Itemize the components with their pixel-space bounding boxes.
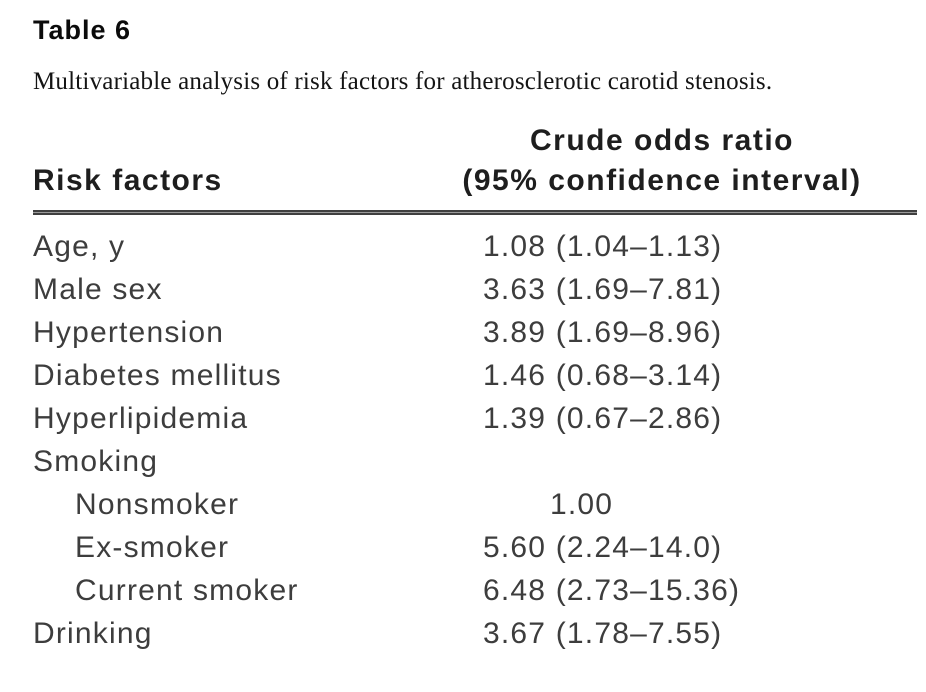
row-label: Age, y <box>33 229 126 263</box>
row-label: Hypertension <box>33 315 225 349</box>
row-label: Drinking <box>33 616 153 650</box>
column-header-odds-ratio: Crude odds ratio (95% confidence interva… <box>407 121 917 201</box>
risk-factors-table: Risk factors Crude odds ratio (95% confi… <box>33 121 917 655</box>
row-value: 1.46 (0.68–3.14) <box>483 358 723 392</box>
table-row-diabetes: Diabetes mellitus 1.46 (0.68–3.14) <box>33 354 917 397</box>
table-row-age: Age, y 1.08 (1.04–1.13) <box>33 225 917 268</box>
table-row-drinking: Drinking 3.67 (1.78–7.55) <box>33 612 917 655</box>
row-value: 6.48 (2.73–15.36) <box>483 573 741 607</box>
row-label: Nonsmoker <box>75 487 240 521</box>
table-row-ex-smoker: Ex-smoker 5.60 (2.24–14.0) <box>33 526 917 569</box>
table-row-hyperlipidemia: Hyperlipidemia 1.39 (0.67–2.86) <box>33 397 917 440</box>
column-header-odds-ratio-line1: Crude odds ratio <box>529 124 794 157</box>
table-header-row: Risk factors Crude odds ratio (95% confi… <box>33 121 917 201</box>
row-label: Current smoker <box>75 573 299 607</box>
table-row-smoking-group: Smoking <box>33 440 917 483</box>
column-header-risk-factors: Risk factors <box>33 164 223 197</box>
row-label: Male sex <box>33 272 163 306</box>
row-label: Ex-smoker <box>75 530 230 564</box>
row-value: 3.89 (1.69–8.96) <box>483 315 723 349</box>
table-body: Age, y 1.08 (1.04–1.13) Male sex 3.63 (1… <box>33 215 917 655</box>
row-value: 1.39 (0.67–2.86) <box>483 401 723 435</box>
row-value: 1.00 <box>550 487 614 521</box>
table-row-nonsmoker: Nonsmoker 1.00 <box>33 483 917 526</box>
row-label: Smoking <box>33 444 159 478</box>
table-row-male-sex: Male sex 3.63 (1.69–7.81) <box>33 268 917 311</box>
header-rule <box>33 210 917 215</box>
row-value: 3.63 (1.69–7.81) <box>483 272 723 306</box>
row-label: Diabetes mellitus <box>33 358 282 392</box>
row-value: 5.60 (2.24–14.0) <box>483 530 723 564</box>
table-caption: Multivariable analysis of risk factors f… <box>33 68 773 95</box>
table-row-hypertension: Hypertension 3.89 (1.69–8.96) <box>33 311 917 354</box>
table-row-current-smoker: Current smoker 6.48 (2.73–15.36) <box>33 569 917 612</box>
table-title: Table 6 <box>33 15 132 45</box>
column-header-odds-ratio-line2: (95% confidence interval) <box>462 164 862 197</box>
row-value: 1.08 (1.04–1.13) <box>483 229 723 263</box>
row-value: 3.67 (1.78–7.55) <box>483 616 723 650</box>
row-label: Hyperlipidemia <box>33 401 249 435</box>
